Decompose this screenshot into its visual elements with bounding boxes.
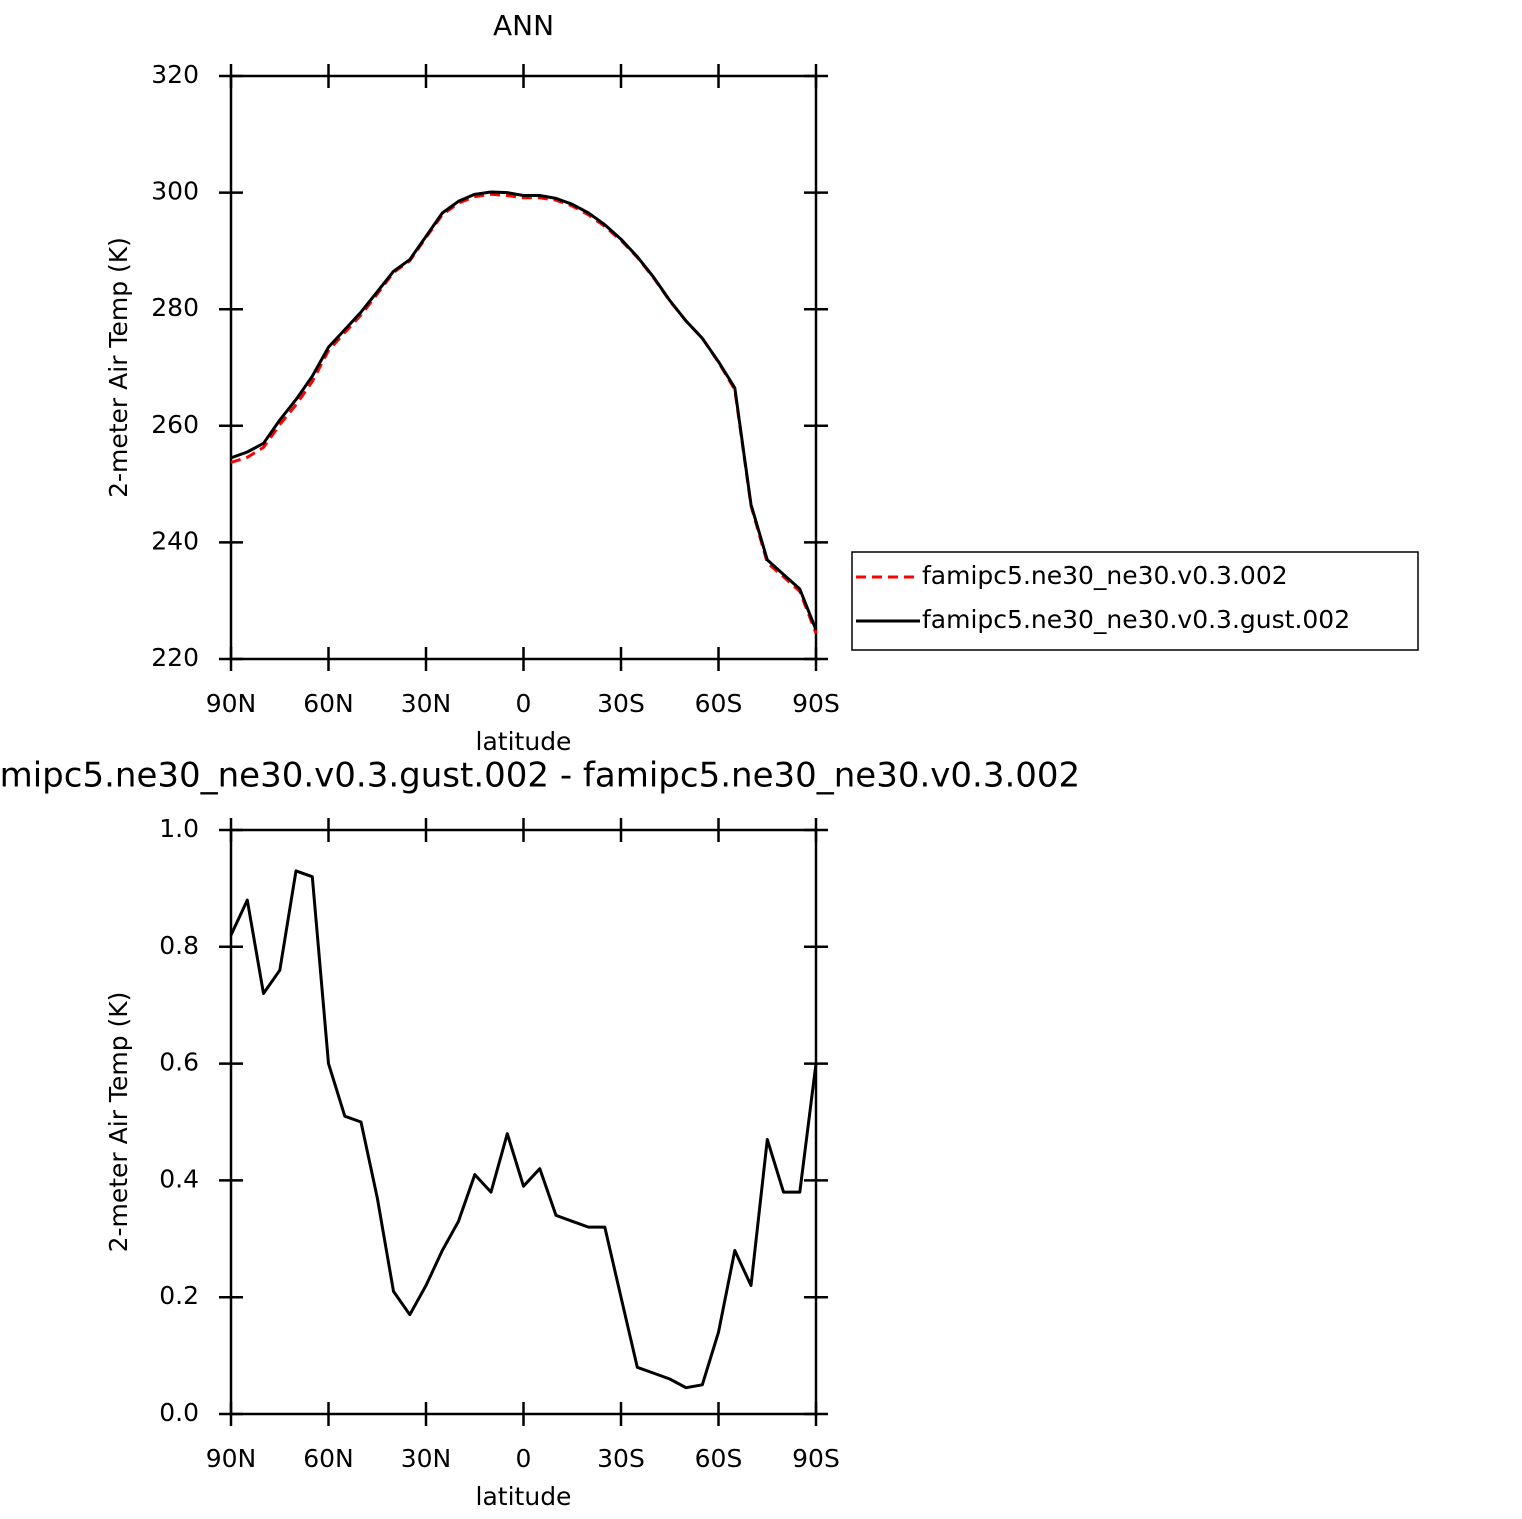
y-axis-label: 2-meter Air Temp (K) — [104, 237, 133, 498]
x-tick-label: 90N — [206, 689, 257, 718]
x-tick-label: 30S — [597, 1444, 645, 1473]
data-line — [230, 190, 818, 631]
y-tick-label: 260 — [151, 410, 199, 439]
x-axis-label: latitude — [476, 1482, 572, 1511]
x-axis-label: latitude — [476, 727, 572, 756]
chart-title: famipc5.ne30_ne30.v0.3.gust.002 - famipc… — [0, 756, 1080, 796]
x-tick-label: 60N — [303, 1444, 354, 1473]
legend-label: famipc5.ne30_ne30.v0.3.002 — [922, 561, 1288, 590]
x-tick-label: 90S — [792, 1444, 840, 1473]
x-tick-label: 60S — [695, 689, 743, 718]
legend: famipc5.ne30_ne30.v0.3.002 famipc5.ne30_n… — [851, 551, 1419, 651]
y-tick-label: 0.6 — [159, 1048, 199, 1077]
x-tick-label: 60S — [695, 1444, 743, 1473]
plot-frame — [229, 828, 818, 1416]
legend-box — [851, 551, 1419, 651]
x-tick-label: 0 — [516, 1444, 532, 1473]
y-tick-label: 300 — [151, 177, 199, 206]
y-tick-label: 0.0 — [159, 1398, 199, 1427]
y-tick-label: 0.2 — [159, 1281, 199, 1310]
x-tick-label: 0 — [516, 689, 532, 718]
y-tick-label: 280 — [151, 293, 199, 322]
x-tick-label: 30N — [401, 689, 452, 718]
y-tick-label: 220 — [151, 643, 199, 672]
x-tick-label: 90S — [792, 689, 840, 718]
y-axis-label: 2-meter Air Temp (K) — [104, 992, 133, 1253]
y-tick-label: 320 — [151, 60, 199, 89]
x-tick-label: 90N — [206, 1444, 257, 1473]
x-tick-label: 30S — [597, 689, 645, 718]
data-line — [229, 869, 818, 1390]
y-tick-label: 240 — [151, 526, 199, 555]
chart-title: ANN — [493, 9, 554, 42]
legend-label: famipc5.ne30_ne30.v0.3.gust.002 — [922, 605, 1350, 634]
x-tick-label: 30N — [401, 1444, 452, 1473]
y-tick-label: 0.8 — [159, 931, 199, 960]
y-tick-label: 0.4 — [159, 1164, 199, 1193]
data-line — [230, 192, 818, 634]
plot-frame — [229, 74, 818, 661]
x-tick-label: 60N — [303, 689, 354, 718]
y-tick-label: 1.0 — [159, 814, 199, 843]
